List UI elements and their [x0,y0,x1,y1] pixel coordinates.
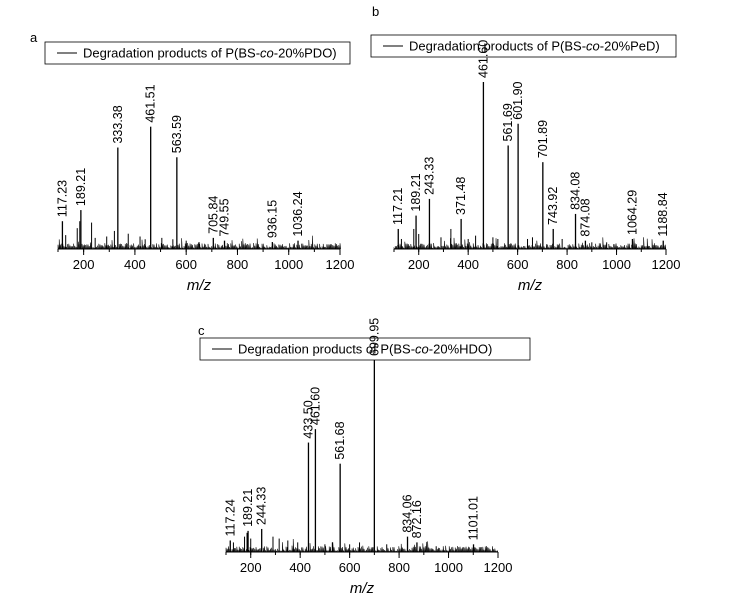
peak-label: 563.59 [170,115,184,153]
x-tick-label: 400 [457,257,479,272]
peak-label: 1101.01 [467,496,481,540]
peak-label: 834.08 [569,172,583,210]
panel-letter: b [372,4,379,19]
x-tick-label: 200 [240,560,262,575]
x-tick-label: 800 [388,560,410,575]
peak-label: 189.21 [409,173,423,211]
x-tick-label: 1200 [652,257,681,272]
peak-label: 1036.24 [291,191,305,236]
peak-label: 333.38 [111,105,125,143]
x-tick-label: 1000 [274,257,303,272]
peak-label: 701.89 [536,120,550,158]
chart-panel-a: a Degradation products of P(BS-co-20%PDO)… [30,30,354,294]
x-axis-label: m/z [187,277,212,294]
x-tick-label: 600 [175,257,197,272]
legend-box [370,34,677,58]
peak-label: 749.55 [218,198,232,236]
x-tick-label: 600 [339,560,361,575]
x-tick-label: 1000 [602,257,631,272]
x-tick-label: 200 [408,257,430,272]
x-tick-label: 800 [227,257,249,272]
x-tick-label: 400 [124,257,146,272]
peak-label: 371.48 [454,177,468,215]
x-tick-label: 800 [556,257,578,272]
x-tick-label: 400 [289,560,311,575]
peak-label: 699.95 [367,318,381,356]
peak-label: 189.21 [74,168,88,206]
panel-letter: a [30,30,38,45]
chart-panel-c: c Degradation products of P(BS-co-20%HDO)… [198,318,531,597]
peak-label: 1188.84 [656,192,670,236]
x-axis-label: m/z [518,277,543,294]
panel-letter: c [198,323,205,338]
peak-label: 461.51 [144,84,158,122]
peak-label: 705.84 [206,196,220,234]
peak-label: 461.60 [476,40,490,78]
peak-label: 117.23 [55,180,69,217]
peak-label: 433.50 [301,400,315,438]
x-tick-label: 600 [507,257,529,272]
peak-label: 461.60 [308,387,322,425]
peak-label: 874.08 [578,198,592,236]
x-tick-label: 1200 [484,560,513,575]
peak-label: 936.15 [265,200,279,238]
legend-text: Degradation products of P(BS-co-20%PDO) [83,46,337,61]
peak-label: 834.06 [401,494,415,532]
peak-label: 561.68 [333,421,347,459]
peak-label: 189.21 [241,489,255,527]
peak-label: 1064.29 [625,190,639,235]
peak-label: 244.33 [255,487,269,525]
peak-label: 743.92 [546,187,560,225]
chart-panel-b: b Degradation products of P(BS-co-20%PeD)… [370,4,681,294]
x-tick-label: 200 [73,257,95,272]
spectrum-noise [225,538,499,553]
peak-label: 872.16 [410,500,424,538]
x-axis-label: m/z [350,580,375,597]
x-tick-label: 1000 [434,560,463,575]
peak-label: 243.33 [422,157,436,195]
legend-box [199,337,531,361]
peak-label: 601.90 [511,81,525,119]
legend-text: Degradation products of P(BS-co-20%PeD) [409,39,660,54]
peak-label: 117.21 [391,188,405,225]
legend-box [44,41,351,65]
peak-label: 561.69 [501,103,515,141]
spectrum-noise [393,237,667,250]
x-tick-label: 1200 [326,257,355,272]
legend-text: Degradation products of P(BS-co-20%HDO) [238,342,492,357]
peak-label: 117.24 [223,499,237,536]
